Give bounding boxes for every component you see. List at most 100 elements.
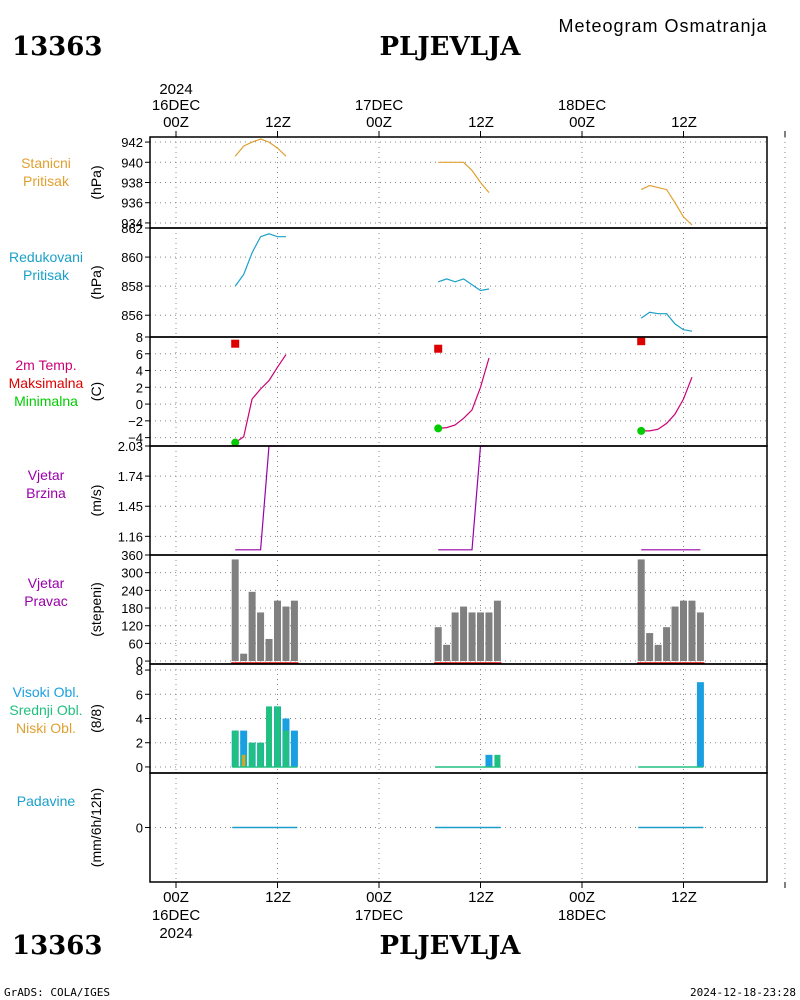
- temperature-ytick-label: −4: [128, 431, 143, 446]
- station_pressure-unit: (hPa): [88, 165, 104, 199]
- bottom-day-2: 17DEC: [355, 907, 404, 924]
- clouds-ytick-label: 4: [136, 712, 143, 727]
- station_pressure-ytick-label: 942: [121, 135, 143, 150]
- cloud-mid-bar: [232, 730, 239, 767]
- tmax-marker: [434, 344, 443, 353]
- bottom-hour-6: 12Z: [671, 889, 697, 906]
- cloud-high-bar: [696, 682, 704, 767]
- bottom-hour-2: 12Z: [265, 889, 291, 906]
- wind-dir-bar: [265, 638, 273, 662]
- precip-label-0: Padavine: [17, 793, 76, 809]
- reduced_pressure-label-0: Redukovani: [9, 249, 83, 265]
- wind_dir-ytick-label: 240: [121, 583, 143, 598]
- wind_dir-label-0: Vjetar: [28, 575, 65, 591]
- reduced_pressure-ytick-label: 858: [121, 279, 143, 294]
- wind_dir-ytick-label: 360: [121, 548, 143, 563]
- reduced_pressure-ytick-label: 862: [121, 221, 143, 236]
- bottom-day-1: 16DEC: [152, 907, 201, 924]
- reduced_pressure-frame: [149, 227, 768, 338]
- temperature-ytick-label: 4: [136, 364, 143, 379]
- footer-right: 2024-12-18-23:28: [690, 986, 796, 999]
- wind_dir-label-1: Pravac: [24, 593, 68, 609]
- reduced_pressure-ytick-label: 860: [121, 250, 143, 265]
- top-day-3: 18DEC: [558, 97, 607, 114]
- top-hour-4: 12Z: [468, 114, 494, 131]
- station-name-top: PLJEVLJA: [380, 32, 522, 62]
- bottom-hour-3: 00Z: [366, 889, 392, 906]
- station_pressure-series-line: [234, 138, 287, 157]
- cloud-low-bar: [242, 754, 246, 767]
- temperature-frame: [149, 336, 768, 447]
- bottom-year: 2024: [159, 925, 192, 942]
- clouds-label-1: Srednji Obl.: [9, 702, 82, 718]
- temperature-label-1: Maksimalna: [9, 375, 84, 391]
- station_pressure-ytick-label: 934: [121, 216, 143, 231]
- wind_speed-frame: [149, 445, 768, 556]
- wind-dir-bar: [248, 591, 256, 662]
- station_pressure-ytick-label: 940: [121, 155, 143, 170]
- station_pressure-ytick-label: 938: [121, 176, 143, 191]
- temperature-label-0: 2m Temp.: [15, 357, 76, 373]
- tmax-marker: [637, 337, 646, 346]
- wind-dir-bar: [493, 600, 501, 662]
- clouds-ytick-label: 2: [136, 736, 143, 751]
- wind_speed-series-line: [438, 445, 489, 551]
- wind-dir-bar: [680, 600, 687, 662]
- wind_dir-ytick-label: 180: [121, 601, 143, 616]
- wind-dir-bar: [485, 612, 493, 662]
- bottom-day-3: 18DEC: [558, 907, 607, 924]
- temperature-label-2: Minimalna: [14, 393, 78, 409]
- tmax-marker: [231, 339, 240, 348]
- wind_speed-ytick-label: 1.45: [118, 499, 143, 514]
- top-day-1: 16DEC: [152, 97, 201, 114]
- temperature-ytick-label: 8: [136, 330, 143, 345]
- wind-dir-bar: [274, 600, 281, 662]
- wind_speed-unit: (m/s): [88, 485, 104, 517]
- wind-dir-bar: [696, 612, 704, 662]
- top-hour-6: 12Z: [671, 114, 697, 131]
- wind-dir-bar: [468, 612, 476, 662]
- station_pressure-label-0: Stanicni: [21, 155, 71, 171]
- cloud-high-bar: [290, 730, 298, 767]
- reduced_pressure-unit: (hPa): [88, 265, 104, 299]
- reduced_pressure-ytick-label: 856: [121, 308, 143, 323]
- cloud-high-bar: [485, 754, 493, 767]
- station_pressure-frame: [149, 136, 768, 229]
- wind_speed-ytick-label: 1.74: [118, 469, 143, 484]
- wind-dir-bar: [460, 606, 468, 662]
- bottom-hour-4: 12Z: [468, 889, 494, 906]
- top-hour-3: 00Z: [366, 114, 392, 131]
- top-year: 2024: [159, 81, 192, 98]
- wind-dir-bar: [654, 644, 662, 662]
- tmin-marker: [231, 438, 240, 447]
- temperature-ytick-label: 6: [136, 347, 143, 362]
- footer-left: GrADS: COLA/IGES: [4, 986, 110, 999]
- cloud-mid-bar: [257, 742, 264, 767]
- cloud-high-bar: [240, 730, 248, 767]
- wind_dir-ytick-label: 60: [129, 636, 143, 651]
- temperature-series-line: [438, 357, 490, 429]
- wind-dir-bar: [282, 606, 290, 662]
- temperature-series-line: [641, 376, 693, 432]
- top-hour-5: 00Z: [569, 114, 595, 131]
- wind_dir-ytick-label: 0: [136, 654, 143, 669]
- precip-unit: (mm/6h/12h): [88, 788, 104, 867]
- wind-dir-bar: [290, 600, 298, 662]
- station_pressure-series-line: [640, 184, 693, 226]
- wind-dir-bar: [637, 559, 645, 662]
- wind_dir-ytick-label: 120: [121, 619, 143, 634]
- wind-dir-bar: [240, 653, 248, 662]
- precip-ytick-label: 0: [136, 821, 143, 836]
- wind_speed-series-line: [235, 445, 286, 551]
- station-id-top: 13363: [12, 32, 102, 62]
- cloud-mid-bar: [249, 742, 256, 767]
- reduced_pressure-series-line: [234, 233, 286, 287]
- clouds-label-2: Niski Obl.: [16, 720, 76, 736]
- temperature-unit: (C): [88, 382, 104, 401]
- wind-dir-bar: [451, 612, 459, 662]
- clouds-ytick-label: 0: [136, 760, 143, 775]
- bottom-hour-1: 00Z: [163, 889, 189, 906]
- cloud-mid-bar: [274, 706, 281, 767]
- reduced_pressure-label-1: Pritisak: [23, 267, 70, 283]
